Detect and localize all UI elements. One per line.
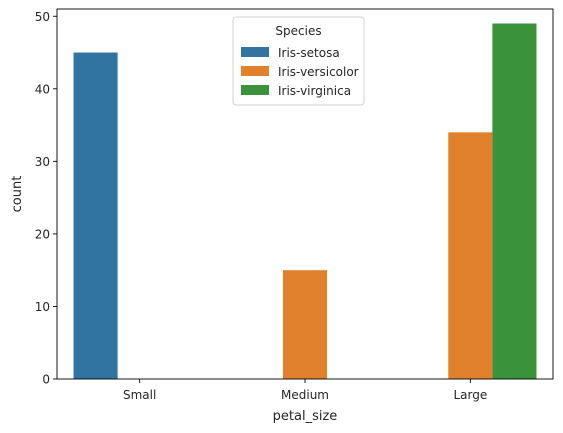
bar-iris-virginica-large	[492, 23, 537, 379]
x-tick-label-large: Large	[453, 388, 487, 402]
y-tick-label: 10	[35, 300, 50, 314]
bar-iris-versicolor-medium	[282, 270, 328, 379]
legend-swatch-iris-setosa	[241, 47, 269, 57]
legend-label-iris-setosa: Iris-setosa	[278, 46, 340, 60]
legend-label-iris-virginica: Iris-virginica	[278, 84, 351, 98]
y-tick-label: 0	[42, 373, 50, 387]
legend-swatch-iris-versicolor	[241, 66, 269, 76]
bars-group	[73, 23, 537, 379]
bar-iris-versicolor-large	[448, 132, 493, 379]
legend-label-iris-versicolor: Iris-versicolor	[278, 65, 359, 79]
x-tick-label-medium: Medium	[281, 388, 329, 402]
legend-swatch-iris-virginica	[241, 85, 269, 95]
axes-group: 0 10 20 30 40 50 Small Medium Large	[35, 8, 554, 402]
legend: Species Iris-setosa Iris-versicolor Iris-v…	[232, 16, 365, 106]
x-axis-label: petal_size	[273, 409, 338, 424]
y-tick-label: 30	[35, 155, 50, 169]
y-tick-label: 20	[35, 227, 50, 241]
x-tick-label-small: Small	[123, 388, 156, 402]
y-axis-label: count	[10, 176, 25, 213]
y-tick-label: 40	[35, 82, 50, 96]
y-tick-label: 50	[35, 10, 50, 24]
bar-iris-setosa-small	[73, 52, 118, 379]
legend-frame	[232, 16, 365, 106]
legend-title: Species	[275, 24, 321, 38]
